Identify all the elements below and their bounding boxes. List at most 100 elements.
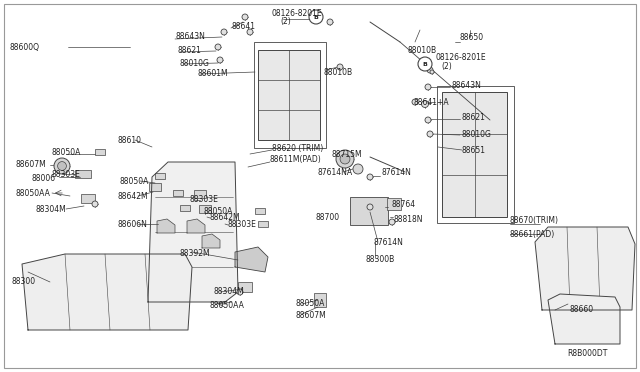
Polygon shape bbox=[148, 162, 238, 302]
Text: 88300: 88300 bbox=[12, 278, 36, 286]
Bar bbox=[258, 50, 320, 140]
Circle shape bbox=[389, 219, 395, 225]
Circle shape bbox=[54, 158, 70, 174]
Text: R8B000DT: R8B000DT bbox=[568, 349, 608, 358]
Text: 88050AA: 88050AA bbox=[15, 189, 50, 198]
Polygon shape bbox=[187, 219, 205, 233]
Text: (2): (2) bbox=[441, 61, 452, 71]
Circle shape bbox=[221, 29, 227, 35]
Text: 87614N: 87614N bbox=[381, 167, 411, 176]
Circle shape bbox=[336, 150, 354, 168]
Text: 88601M: 88601M bbox=[197, 68, 228, 77]
Text: 88304M: 88304M bbox=[213, 288, 244, 296]
Circle shape bbox=[412, 99, 418, 105]
Text: 87614NA: 87614NA bbox=[318, 167, 353, 176]
Text: 88010G: 88010G bbox=[180, 58, 210, 67]
Bar bbox=[350, 197, 388, 225]
Bar bbox=[387, 198, 401, 210]
Bar bbox=[149, 183, 161, 191]
Text: 88050AA: 88050AA bbox=[210, 301, 245, 311]
Polygon shape bbox=[22, 254, 192, 330]
Text: 88050A: 88050A bbox=[52, 148, 81, 157]
Text: 88610: 88610 bbox=[118, 135, 142, 144]
Polygon shape bbox=[235, 247, 268, 272]
Ellipse shape bbox=[346, 197, 354, 225]
Text: 88606N: 88606N bbox=[118, 219, 148, 228]
Circle shape bbox=[422, 100, 429, 108]
Circle shape bbox=[215, 44, 221, 50]
Text: 88661(PAD): 88661(PAD) bbox=[510, 230, 556, 238]
Bar bbox=[400, 30, 628, 260]
Text: 88818N: 88818N bbox=[394, 215, 424, 224]
Bar bbox=[95, 149, 105, 155]
Text: 87614N: 87614N bbox=[374, 237, 404, 247]
Text: 88642M: 88642M bbox=[118, 192, 148, 201]
Text: 88642M: 88642M bbox=[210, 212, 241, 221]
Polygon shape bbox=[157, 219, 175, 233]
Text: 88641: 88641 bbox=[232, 22, 256, 31]
Circle shape bbox=[425, 117, 431, 123]
Text: 88010B: 88010B bbox=[408, 45, 437, 55]
Circle shape bbox=[58, 161, 67, 170]
Text: 88303E: 88303E bbox=[228, 219, 257, 228]
Text: 88715M: 88715M bbox=[332, 150, 363, 158]
Text: B: B bbox=[422, 61, 428, 67]
Bar bbox=[255, 208, 265, 214]
Circle shape bbox=[237, 289, 243, 295]
Text: B: B bbox=[314, 15, 319, 19]
Circle shape bbox=[427, 131, 433, 137]
Text: 88621: 88621 bbox=[462, 112, 486, 122]
Text: (2): (2) bbox=[280, 16, 291, 26]
Text: 08126-8201E: 08126-8201E bbox=[436, 52, 486, 61]
Circle shape bbox=[367, 174, 373, 180]
Bar bbox=[130, 22, 370, 187]
Circle shape bbox=[92, 201, 98, 207]
Bar bbox=[238, 282, 252, 292]
Circle shape bbox=[367, 204, 373, 210]
Text: 88621: 88621 bbox=[178, 45, 202, 55]
Circle shape bbox=[340, 154, 350, 164]
Circle shape bbox=[309, 10, 323, 24]
Text: 88660: 88660 bbox=[570, 305, 594, 314]
Polygon shape bbox=[535, 227, 635, 310]
Text: 88050A: 88050A bbox=[203, 206, 232, 215]
Bar bbox=[75, 170, 91, 178]
Bar bbox=[314, 293, 326, 307]
Text: 88006: 88006 bbox=[31, 173, 55, 183]
Text: 88010B: 88010B bbox=[324, 67, 353, 77]
Bar bbox=[437, 86, 514, 223]
Polygon shape bbox=[548, 294, 620, 344]
Text: 88651: 88651 bbox=[462, 145, 486, 154]
Polygon shape bbox=[202, 234, 220, 248]
Circle shape bbox=[425, 84, 431, 90]
Bar bbox=[199, 205, 211, 213]
Text: 88050A: 88050A bbox=[120, 176, 149, 186]
Text: 88607M: 88607M bbox=[295, 311, 326, 321]
Bar bbox=[155, 173, 165, 179]
Text: 88643N: 88643N bbox=[452, 80, 482, 90]
Bar bbox=[180, 205, 190, 211]
Text: 88050A: 88050A bbox=[295, 299, 324, 308]
Bar bbox=[81, 194, 95, 203]
Text: 08126-8201E: 08126-8201E bbox=[272, 9, 323, 17]
Circle shape bbox=[217, 57, 223, 63]
Text: 88303E: 88303E bbox=[190, 195, 219, 203]
Text: 88650: 88650 bbox=[460, 32, 484, 42]
Text: 88611M(PAD): 88611M(PAD) bbox=[270, 154, 322, 164]
Text: 88700: 88700 bbox=[316, 212, 340, 221]
Text: 88010G: 88010G bbox=[461, 129, 491, 138]
Bar bbox=[254, 42, 326, 148]
Text: 88670(TRIM): 88670(TRIM) bbox=[510, 215, 559, 224]
Circle shape bbox=[337, 64, 343, 70]
Text: 88641+A: 88641+A bbox=[413, 97, 449, 106]
Bar bbox=[173, 190, 183, 196]
Bar bbox=[258, 221, 268, 227]
Circle shape bbox=[327, 19, 333, 25]
Circle shape bbox=[353, 164, 363, 174]
Text: 88643N: 88643N bbox=[175, 32, 205, 41]
Text: 88392M: 88392M bbox=[180, 250, 211, 259]
Circle shape bbox=[242, 14, 248, 20]
Text: 88600Q: 88600Q bbox=[10, 42, 40, 51]
Circle shape bbox=[418, 57, 432, 71]
Circle shape bbox=[430, 70, 434, 74]
